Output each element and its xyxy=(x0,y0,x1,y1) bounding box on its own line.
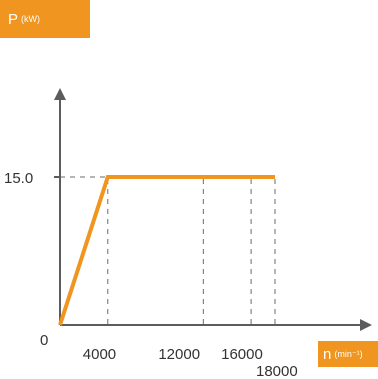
x-tick-label-18000: 18000 xyxy=(256,363,298,379)
x-tick-label-4000: 4000 xyxy=(83,346,116,363)
y-axis-unit: (kW) xyxy=(21,14,41,24)
x-axis-arrow-icon xyxy=(360,319,372,331)
x-axis-label: n (min⁻¹) xyxy=(318,341,378,367)
x-axis-symbol: n xyxy=(323,345,332,363)
y-axis-label: P (kW) xyxy=(0,0,90,38)
y-axis-arrow-icon xyxy=(54,88,66,100)
y-axis-symbol: P xyxy=(8,10,19,28)
x-tick-label-12000: 12000 xyxy=(158,346,200,363)
y-tick-label-15.0: 15.0 xyxy=(4,170,33,187)
power-curve-line xyxy=(58,175,275,326)
y-tick-label-0: 0 xyxy=(40,332,48,349)
x-axis-unit: (min⁻¹) xyxy=(334,348,363,359)
x-tick-label-16000: 16000 xyxy=(221,346,263,363)
